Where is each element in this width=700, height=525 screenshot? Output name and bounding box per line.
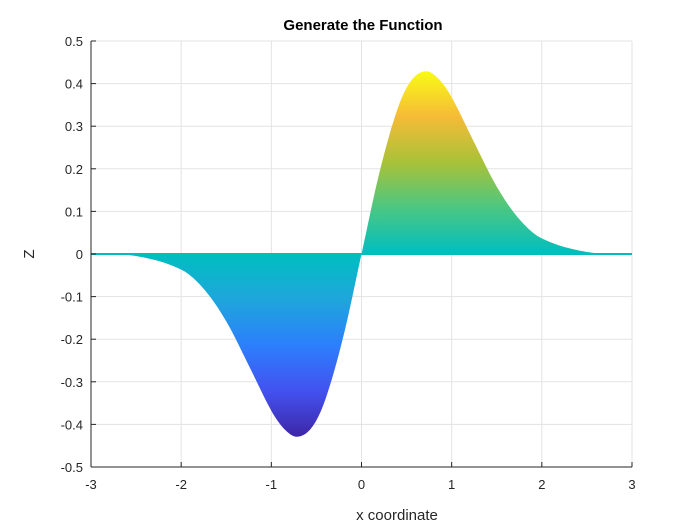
y-tick-label: -0.3 xyxy=(61,375,83,390)
function-surface xyxy=(91,71,632,437)
y-tick-label: 0.1 xyxy=(65,204,83,219)
x-tick-label: 1 xyxy=(448,477,455,492)
y-axis-label: Z xyxy=(21,249,38,258)
x-tick-label: 0 xyxy=(358,477,365,492)
y-tick-label: 0.5 xyxy=(65,34,83,49)
ticks xyxy=(90,40,633,468)
y-tick-label: 0.2 xyxy=(65,162,83,177)
x-tick-label: -3 xyxy=(85,477,97,492)
y-tick-label: -0.4 xyxy=(61,417,83,432)
x-tick-label: -1 xyxy=(266,477,278,492)
x-tick-label: 2 xyxy=(538,477,545,492)
y-tick-label: 0 xyxy=(76,247,83,262)
x-tick-label: 3 xyxy=(628,477,635,492)
y-tick-label: 0.4 xyxy=(65,77,83,92)
y-tick-label: 0.3 xyxy=(65,119,83,134)
tick-labels: -3 -2 -1 0 1 2 3 -0.5 -0.4 -0.3 -0.2 -0.1 0 0.1 0.2 0.3… xyxy=(61,34,636,492)
x-axis-label: x coordinate xyxy=(356,507,438,524)
y-tick-label: -0.5 xyxy=(61,460,83,475)
chart-title: Generate the Function xyxy=(283,17,442,34)
y-tick-label: -0.2 xyxy=(61,332,83,347)
y-tick-label: -0.1 xyxy=(61,290,83,305)
x-tick-label: -2 xyxy=(175,477,187,492)
